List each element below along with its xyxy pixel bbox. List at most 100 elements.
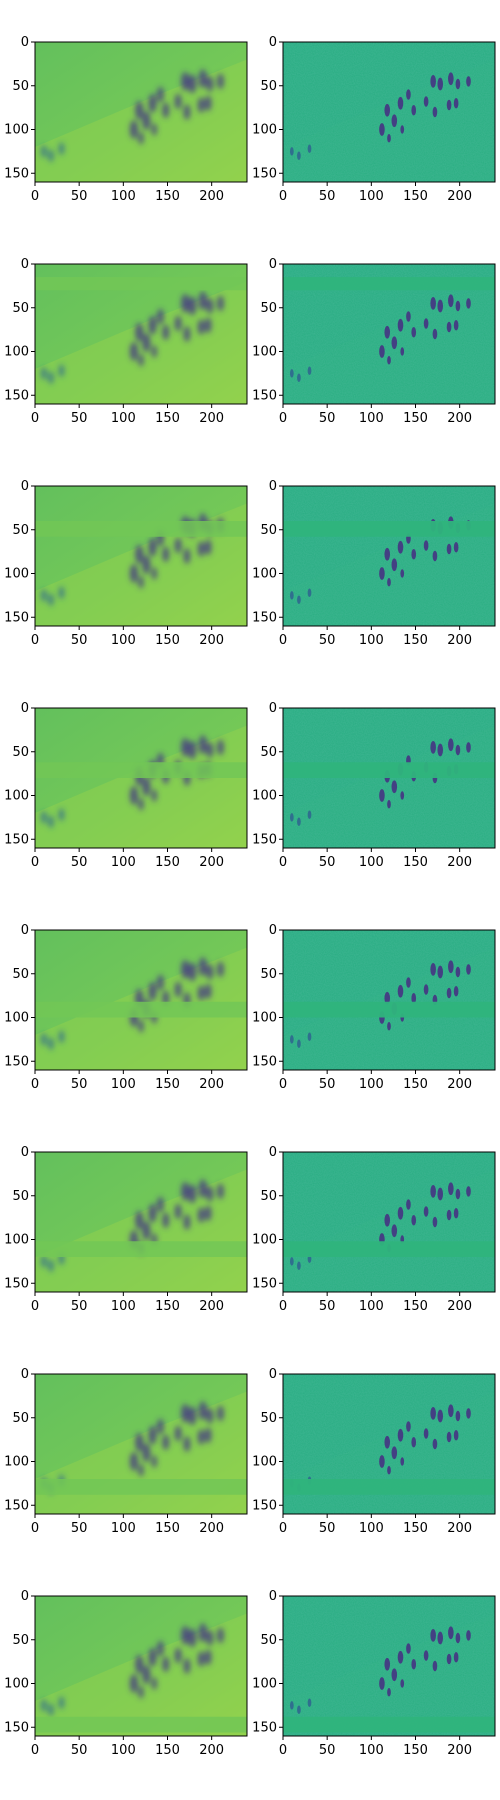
person-mark [188, 1406, 197, 1426]
person-mark [157, 308, 164, 325]
panel-r5-c1: 0 50 100 150 200 0 50 100 150 [4, 923, 248, 1092]
person-mark [397, 1428, 404, 1442]
person-mark [437, 299, 444, 313]
person-mark [148, 981, 157, 1001]
y-tick-label: 100 [252, 1455, 277, 1470]
person-mark [466, 76, 471, 87]
y-tick-label: 100 [4, 567, 29, 582]
person-mark [455, 744, 461, 756]
y-tick-label: 0 [21, 1589, 29, 1604]
person-mark [162, 546, 170, 563]
panel-r6-c1: 0 50 100 150 200 0 50 100 150 [4, 1145, 248, 1314]
person-mark [41, 589, 47, 602]
person-mark [138, 354, 144, 367]
person-mark [41, 367, 47, 380]
x-tick-label: 200 [447, 189, 472, 204]
y-tick-label: 0 [21, 35, 29, 50]
person-mark [453, 1429, 459, 1441]
person-mark [391, 1668, 398, 1682]
person-mark [406, 1199, 411, 1210]
person-mark [188, 962, 197, 982]
person-mark [217, 73, 224, 90]
y-tick-label: 50 [260, 79, 277, 94]
x-tick-label: 50 [71, 189, 88, 204]
person-mark [188, 740, 197, 760]
x-tick-label: 150 [155, 633, 180, 648]
person-mark [41, 1033, 47, 1046]
person-mark [430, 1407, 436, 1420]
x-tick-label: 50 [319, 1299, 336, 1314]
y-tick-label: 100 [252, 1677, 277, 1692]
masked-band [35, 1716, 247, 1733]
x-tick-label: 200 [199, 855, 224, 870]
person-mark [423, 1428, 429, 1439]
x-tick-label: 150 [155, 855, 180, 870]
x-tick-label: 150 [155, 1521, 180, 1536]
panel-r3-c1: 0 50 100 150 200 0 50 100 150 [4, 479, 248, 648]
x-tick-label: 50 [319, 189, 336, 204]
panel-r3-c2: 0 50 100 150 200 0 50 100 150 [252, 479, 496, 648]
x-tick-label: 200 [447, 1521, 472, 1536]
person-mark [197, 1651, 205, 1667]
y-tick-label: 50 [12, 1411, 29, 1426]
person-mark [204, 1649, 212, 1666]
person-mark [437, 1187, 444, 1201]
person-mark [183, 326, 191, 342]
x-tick-label: 0 [279, 1743, 287, 1758]
x-tick-label: 150 [403, 1743, 428, 1758]
x-tick-label: 100 [359, 633, 384, 648]
person-mark [148, 1203, 157, 1223]
person-mark [397, 540, 404, 554]
person-mark [446, 1431, 452, 1443]
person-mark [397, 96, 404, 110]
axes-frame [34, 485, 248, 627]
people-blobs [289, 72, 471, 160]
person-mark [48, 1703, 54, 1716]
person-mark [432, 106, 438, 118]
axes-frame [34, 1151, 248, 1293]
person-mark [400, 569, 405, 578]
x-tick-label: 50 [319, 1743, 336, 1758]
person-mark [183, 1214, 191, 1230]
person-mark [217, 739, 224, 756]
person-mark [217, 1627, 224, 1644]
person-mark [384, 103, 391, 117]
person-mark [198, 735, 207, 755]
masked-band [283, 521, 495, 537]
person-mark [384, 325, 391, 339]
person-mark [142, 1665, 151, 1685]
y-tick-label: 0 [269, 1145, 277, 1160]
x-tick-label: 50 [71, 633, 88, 648]
person-mark [58, 364, 65, 377]
y-tick-label: 150 [4, 1276, 29, 1291]
person-mark [206, 1408, 214, 1424]
person-mark [448, 1404, 454, 1418]
person-mark [289, 369, 294, 378]
y-tick-label: 0 [269, 35, 277, 50]
person-mark [289, 147, 294, 156]
x-tick-label: 50 [71, 411, 88, 426]
person-mark [387, 356, 391, 365]
x-tick-label: 150 [403, 855, 428, 870]
person-mark [135, 1654, 144, 1674]
person-mark [430, 1185, 436, 1198]
person-mark [198, 1623, 207, 1643]
person-mark [188, 1184, 197, 1204]
x-tick-label: 0 [31, 189, 39, 204]
person-mark [197, 541, 205, 557]
person-mark [448, 960, 454, 974]
person-mark [289, 1701, 294, 1710]
x-tick-label: 100 [359, 1743, 384, 1758]
person-mark [432, 550, 438, 562]
person-mark [297, 817, 301, 826]
person-mark [397, 1650, 404, 1664]
person-mark [162, 1434, 170, 1451]
person-mark [448, 738, 454, 752]
x-tick-label: 200 [199, 411, 224, 426]
person-mark [198, 69, 207, 89]
person-mark [406, 1421, 411, 1432]
person-mark [307, 144, 312, 153]
y-tick-label: 50 [260, 301, 277, 316]
x-tick-label: 100 [111, 855, 136, 870]
person-mark [437, 1631, 444, 1645]
